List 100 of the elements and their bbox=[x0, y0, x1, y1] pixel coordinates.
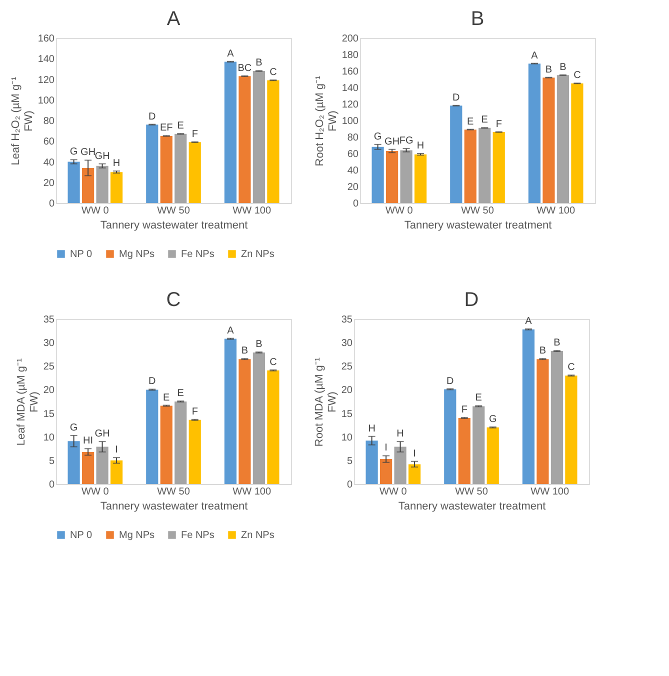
bar bbox=[472, 406, 485, 484]
bar bbox=[478, 128, 491, 203]
annotation: H bbox=[396, 428, 404, 440]
x-tick-label: WW 0 bbox=[82, 206, 110, 216]
annotation: GH bbox=[94, 150, 110, 162]
bar bbox=[458, 418, 470, 484]
x-tick-label: WW 50 bbox=[461, 206, 494, 216]
annotation: E bbox=[163, 392, 170, 404]
x-tick-label: WW 0 bbox=[380, 486, 408, 498]
bar bbox=[267, 370, 280, 484]
x-tick-label: WW 100 bbox=[530, 486, 570, 498]
legend-label: Fe NPs bbox=[181, 249, 214, 260]
bar bbox=[414, 154, 427, 203]
bar bbox=[160, 406, 172, 484]
y-tick-label: 160 bbox=[38, 34, 55, 44]
text: B bbox=[545, 64, 552, 76]
bar bbox=[556, 75, 570, 203]
text: C bbox=[166, 289, 181, 311]
annotation: A bbox=[227, 325, 234, 336]
y-tick-label: 35 bbox=[341, 314, 353, 326]
y-tick-label: 10 bbox=[43, 432, 55, 444]
annotation: B bbox=[256, 58, 263, 69]
y-tick-label: 20 bbox=[43, 385, 55, 396]
annotation: A bbox=[525, 316, 532, 327]
y-tick-label: 100 bbox=[38, 95, 55, 106]
annotation: G bbox=[374, 131, 382, 142]
bar bbox=[238, 359, 251, 484]
annotation: I bbox=[384, 442, 388, 454]
bar bbox=[267, 80, 280, 203]
bar bbox=[224, 338, 237, 484]
y-tick-label: 0 bbox=[48, 480, 55, 490]
y-axis-title: Leaf H₂O₂ (µM g⁻¹ FW) bbox=[10, 76, 35, 166]
bar bbox=[528, 64, 541, 203]
y-tick-label: 80 bbox=[43, 116, 55, 127]
x-tick-label: WW 50 bbox=[455, 486, 488, 498]
annotation: B bbox=[560, 62, 567, 73]
y-tick-label: 200 bbox=[342, 34, 359, 44]
bar bbox=[110, 460, 123, 484]
annotation: E bbox=[177, 388, 184, 400]
x-tick-label: WW 100 bbox=[232, 206, 272, 216]
annotation: H bbox=[416, 140, 424, 152]
bar bbox=[444, 389, 456, 484]
y-tick-label: 20 bbox=[347, 182, 359, 193]
annotation: G bbox=[70, 422, 78, 434]
x-tick-label: WW 100 bbox=[536, 206, 576, 216]
bar bbox=[188, 142, 201, 203]
annotation: F bbox=[192, 406, 198, 418]
y-tick-label: 140 bbox=[342, 83, 359, 94]
y-tick-label: 20 bbox=[43, 178, 55, 189]
annotation: F bbox=[461, 404, 468, 416]
bar bbox=[486, 427, 499, 484]
bar bbox=[394, 446, 406, 484]
x-tick-label: WW 50 bbox=[157, 206, 190, 216]
x-tick-label: WW 0 bbox=[82, 486, 110, 498]
annotation: B bbox=[241, 346, 248, 357]
text: D bbox=[464, 289, 479, 311]
bar bbox=[174, 134, 187, 203]
annotation: A bbox=[531, 50, 538, 62]
legend-label: Zn NPs bbox=[241, 249, 274, 260]
annotation: H bbox=[368, 423, 376, 434]
annotation: C bbox=[270, 66, 277, 78]
bar bbox=[380, 459, 392, 484]
bar bbox=[492, 132, 505, 203]
bar bbox=[174, 402, 187, 484]
annotation: I bbox=[413, 448, 416, 460]
y-tick-label: 5 bbox=[48, 456, 55, 467]
bar bbox=[146, 390, 158, 484]
annotation: B bbox=[539, 346, 546, 357]
annotation: H bbox=[112, 158, 120, 170]
y-tick-label: 100 bbox=[342, 116, 359, 127]
bar bbox=[110, 172, 123, 203]
bar bbox=[96, 166, 108, 203]
annotation: HI bbox=[83, 436, 94, 447]
annotation: E bbox=[475, 392, 482, 404]
y-tick-label: 10 bbox=[341, 432, 353, 444]
bar bbox=[68, 162, 80, 203]
y-tick-label: 140 bbox=[38, 54, 55, 66]
bar bbox=[550, 351, 564, 484]
y-axis-title: Root H₂O₂ (µM g⁻¹ FW) bbox=[314, 75, 339, 166]
y-tick-label: 25 bbox=[341, 362, 353, 373]
y-axis-title: Root MDA (µM g⁻¹ FW) bbox=[313, 357, 338, 447]
x-tick-label: WW 0 bbox=[386, 206, 414, 216]
y-tick-label: 0 bbox=[346, 480, 353, 490]
x-axis-title: Tannery wastewater treatment bbox=[100, 500, 248, 512]
y-tick-label: 20 bbox=[341, 385, 353, 396]
y-tick-label: 120 bbox=[342, 100, 359, 110]
annotation: FG bbox=[399, 136, 414, 147]
y-tick-label: 0 bbox=[48, 198, 55, 210]
bar bbox=[160, 136, 172, 203]
y-tick-label: 40 bbox=[347, 166, 359, 176]
y-tick-label: 180 bbox=[342, 50, 359, 61]
bar bbox=[146, 124, 158, 203]
x-tick-label: WW 100 bbox=[232, 486, 272, 498]
annotation: B bbox=[256, 339, 263, 350]
bar bbox=[252, 71, 266, 203]
y-tick-label: 0 bbox=[352, 198, 359, 210]
y-tick-label: 40 bbox=[43, 157, 55, 168]
annotation: D bbox=[148, 376, 156, 388]
y-tick-label: 30 bbox=[341, 338, 353, 350]
annotation: G bbox=[70, 146, 78, 158]
